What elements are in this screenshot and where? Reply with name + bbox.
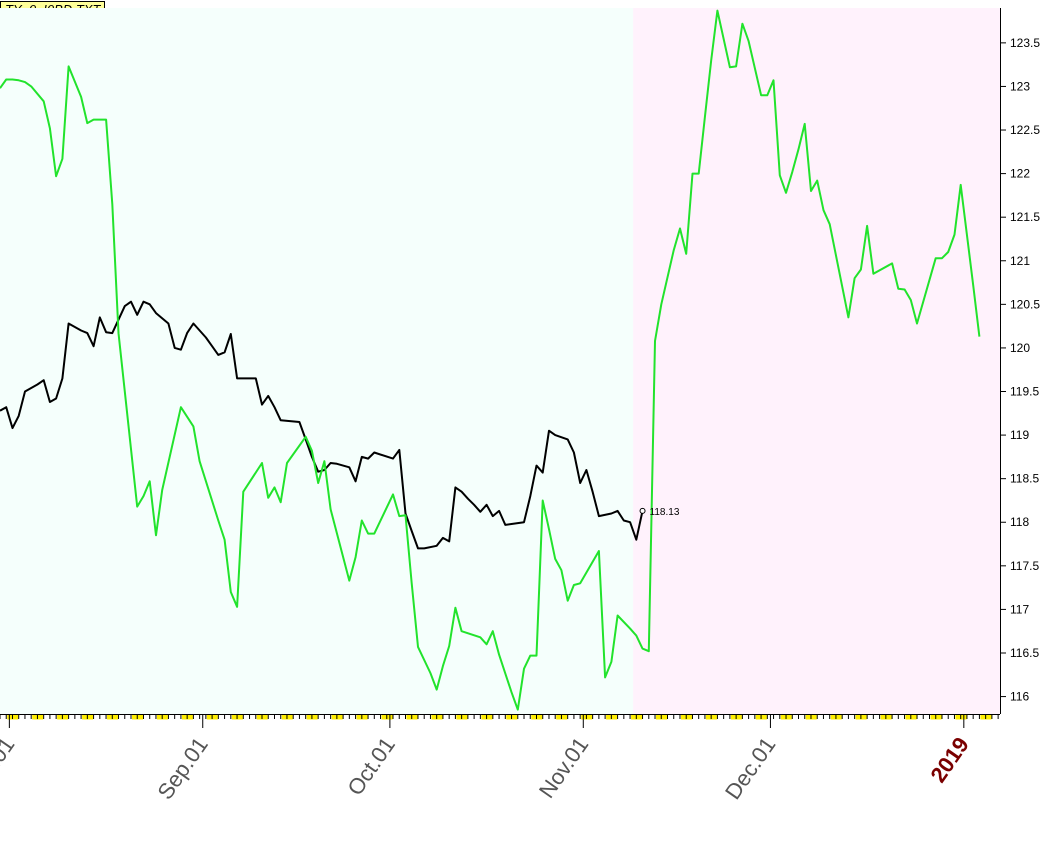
x-tick-label: Aug.01 [0, 733, 19, 804]
y-tick-label: 119 [1010, 428, 1029, 442]
y-tick-label: 116 [1010, 690, 1029, 704]
series-layer: 118.13 [0, 9, 981, 711]
x-tick-label: Nov.01 [534, 733, 594, 803]
y-tick-label: 118 [1010, 515, 1029, 529]
last-value-marker [639, 507, 646, 514]
x-tick-label: Oct.01 [342, 733, 400, 800]
y-tick-label: 120.5 [1010, 297, 1040, 311]
y-tick-label: 123 [1010, 79, 1030, 93]
series-line-0 [0, 300, 644, 550]
y-tick-label: 121 [1010, 254, 1030, 268]
y-tick-label: 116.5 [1010, 646, 1039, 660]
series-line-1 [0, 9, 981, 711]
y-tick-label: 118.5 [1010, 472, 1039, 486]
x-tick-label: Dec.01 [720, 733, 780, 804]
x-tick-label: 2019 [925, 733, 974, 787]
y-tick-label: 121.5 [1010, 210, 1040, 224]
future-region [633, 8, 1000, 714]
y-tick-label: 117 [1010, 602, 1029, 616]
past-region [0, 8, 634, 714]
y-tick-label: 123.5 [1010, 36, 1040, 50]
y-tick-label: 117.5 [1010, 559, 1039, 573]
y-tick-label: 122 [1010, 167, 1030, 181]
x-tick-label: Sep.01 [152, 733, 212, 804]
y-tick-label: 122.5 [1010, 123, 1040, 137]
y-tick-label: 120 [1010, 341, 1030, 355]
background-shading [0, 8, 1000, 714]
last-value-label: 118.13 [650, 507, 680, 518]
y-tick-label: 119.5 [1010, 385, 1039, 399]
